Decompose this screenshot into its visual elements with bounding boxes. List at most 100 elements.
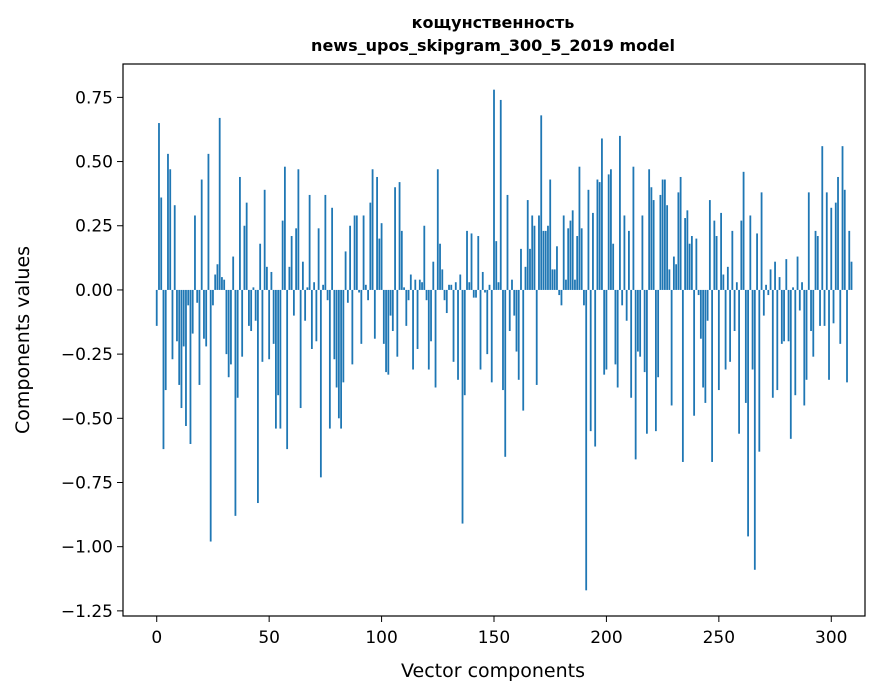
bar bbox=[603, 289, 606, 375]
bar bbox=[837, 176, 839, 290]
bar bbox=[301, 261, 304, 290]
bar bbox=[659, 194, 662, 290]
bar bbox=[605, 289, 608, 370]
bar bbox=[376, 176, 378, 290]
chart-title: кощунственность bbox=[412, 13, 575, 32]
bar bbox=[621, 289, 624, 306]
bar bbox=[200, 179, 203, 290]
bar bbox=[598, 182, 601, 290]
bar bbox=[263, 189, 266, 290]
bar bbox=[484, 289, 486, 293]
bar bbox=[807, 192, 810, 290]
bar bbox=[241, 289, 244, 357]
bar bbox=[400, 230, 403, 290]
bar bbox=[369, 202, 372, 290]
bar bbox=[637, 289, 639, 352]
bar bbox=[783, 289, 785, 342]
bar bbox=[250, 289, 253, 332]
x-tick-label: 300 bbox=[815, 628, 847, 648]
bar bbox=[731, 230, 734, 290]
bar bbox=[511, 279, 513, 290]
bar bbox=[688, 243, 691, 290]
bar bbox=[360, 289, 363, 344]
bar bbox=[295, 228, 298, 290]
bar bbox=[176, 289, 178, 342]
bar bbox=[614, 289, 617, 365]
bar bbox=[342, 289, 345, 383]
bar bbox=[481, 271, 484, 290]
bar bbox=[216, 264, 219, 290]
bar bbox=[583, 289, 585, 306]
y-axis-ticks: −1.25 −1.00 −0.75 −0.50 −0.25 0.00 0.25 0.50 0.7… bbox=[61, 88, 123, 622]
x-tick-label: 100 bbox=[365, 628, 397, 648]
bar bbox=[540, 115, 543, 290]
bar bbox=[223, 279, 226, 290]
bar bbox=[740, 220, 743, 290]
bar bbox=[182, 289, 185, 347]
bar bbox=[326, 289, 329, 301]
bar bbox=[367, 289, 369, 301]
bar bbox=[558, 289, 561, 296]
bar bbox=[286, 289, 289, 450]
bar bbox=[232, 256, 235, 290]
bar bbox=[230, 289, 232, 365]
bar bbox=[378, 238, 381, 290]
bar bbox=[805, 289, 808, 380]
bar bbox=[666, 205, 669, 290]
bar bbox=[155, 289, 158, 326]
bar bbox=[389, 289, 392, 316]
bar bbox=[520, 248, 522, 290]
bar bbox=[310, 289, 313, 349]
bar bbox=[535, 289, 538, 385]
bar bbox=[495, 241, 498, 290]
bar bbox=[729, 289, 731, 362]
bar bbox=[268, 289, 271, 360]
bar bbox=[344, 251, 347, 290]
bar bbox=[789, 289, 792, 439]
bar bbox=[776, 289, 779, 391]
bar bbox=[767, 289, 770, 296]
bar bbox=[259, 243, 262, 290]
bar bbox=[203, 289, 205, 339]
bar bbox=[825, 192, 828, 290]
bar bbox=[418, 279, 421, 290]
bar bbox=[416, 289, 419, 349]
y-tick-label: −0.50 bbox=[61, 409, 113, 429]
bar bbox=[275, 289, 277, 429]
bar bbox=[205, 289, 208, 347]
bar bbox=[239, 176, 241, 290]
bar bbox=[490, 289, 493, 383]
y-tick-label: −0.25 bbox=[61, 345, 113, 365]
bar bbox=[672, 256, 675, 290]
bar bbox=[194, 215, 196, 290]
x-tick-label: 50 bbox=[258, 628, 280, 648]
bar bbox=[565, 279, 567, 290]
bar bbox=[551, 269, 554, 290]
bar bbox=[331, 207, 334, 290]
bar bbox=[632, 166, 635, 290]
bar bbox=[828, 289, 830, 380]
bar bbox=[436, 169, 439, 290]
bar bbox=[299, 289, 302, 409]
bar bbox=[236, 289, 239, 398]
bar bbox=[407, 289, 410, 301]
bar bbox=[373, 289, 376, 339]
bar bbox=[560, 289, 563, 306]
bar bbox=[533, 225, 536, 290]
y-tick-label: 0.50 bbox=[75, 153, 113, 173]
bar bbox=[468, 282, 471, 290]
bar bbox=[765, 284, 767, 290]
x-tick-label: 250 bbox=[703, 628, 735, 648]
bar bbox=[403, 287, 405, 290]
bar bbox=[747, 289, 749, 537]
bar bbox=[681, 289, 684, 462]
bar bbox=[751, 289, 754, 370]
bar bbox=[454, 282, 457, 290]
bar bbox=[185, 289, 187, 426]
bar bbox=[529, 248, 531, 290]
bar bbox=[574, 279, 576, 290]
bar bbox=[272, 289, 275, 344]
bar bbox=[780, 289, 783, 344]
bar bbox=[479, 289, 482, 370]
